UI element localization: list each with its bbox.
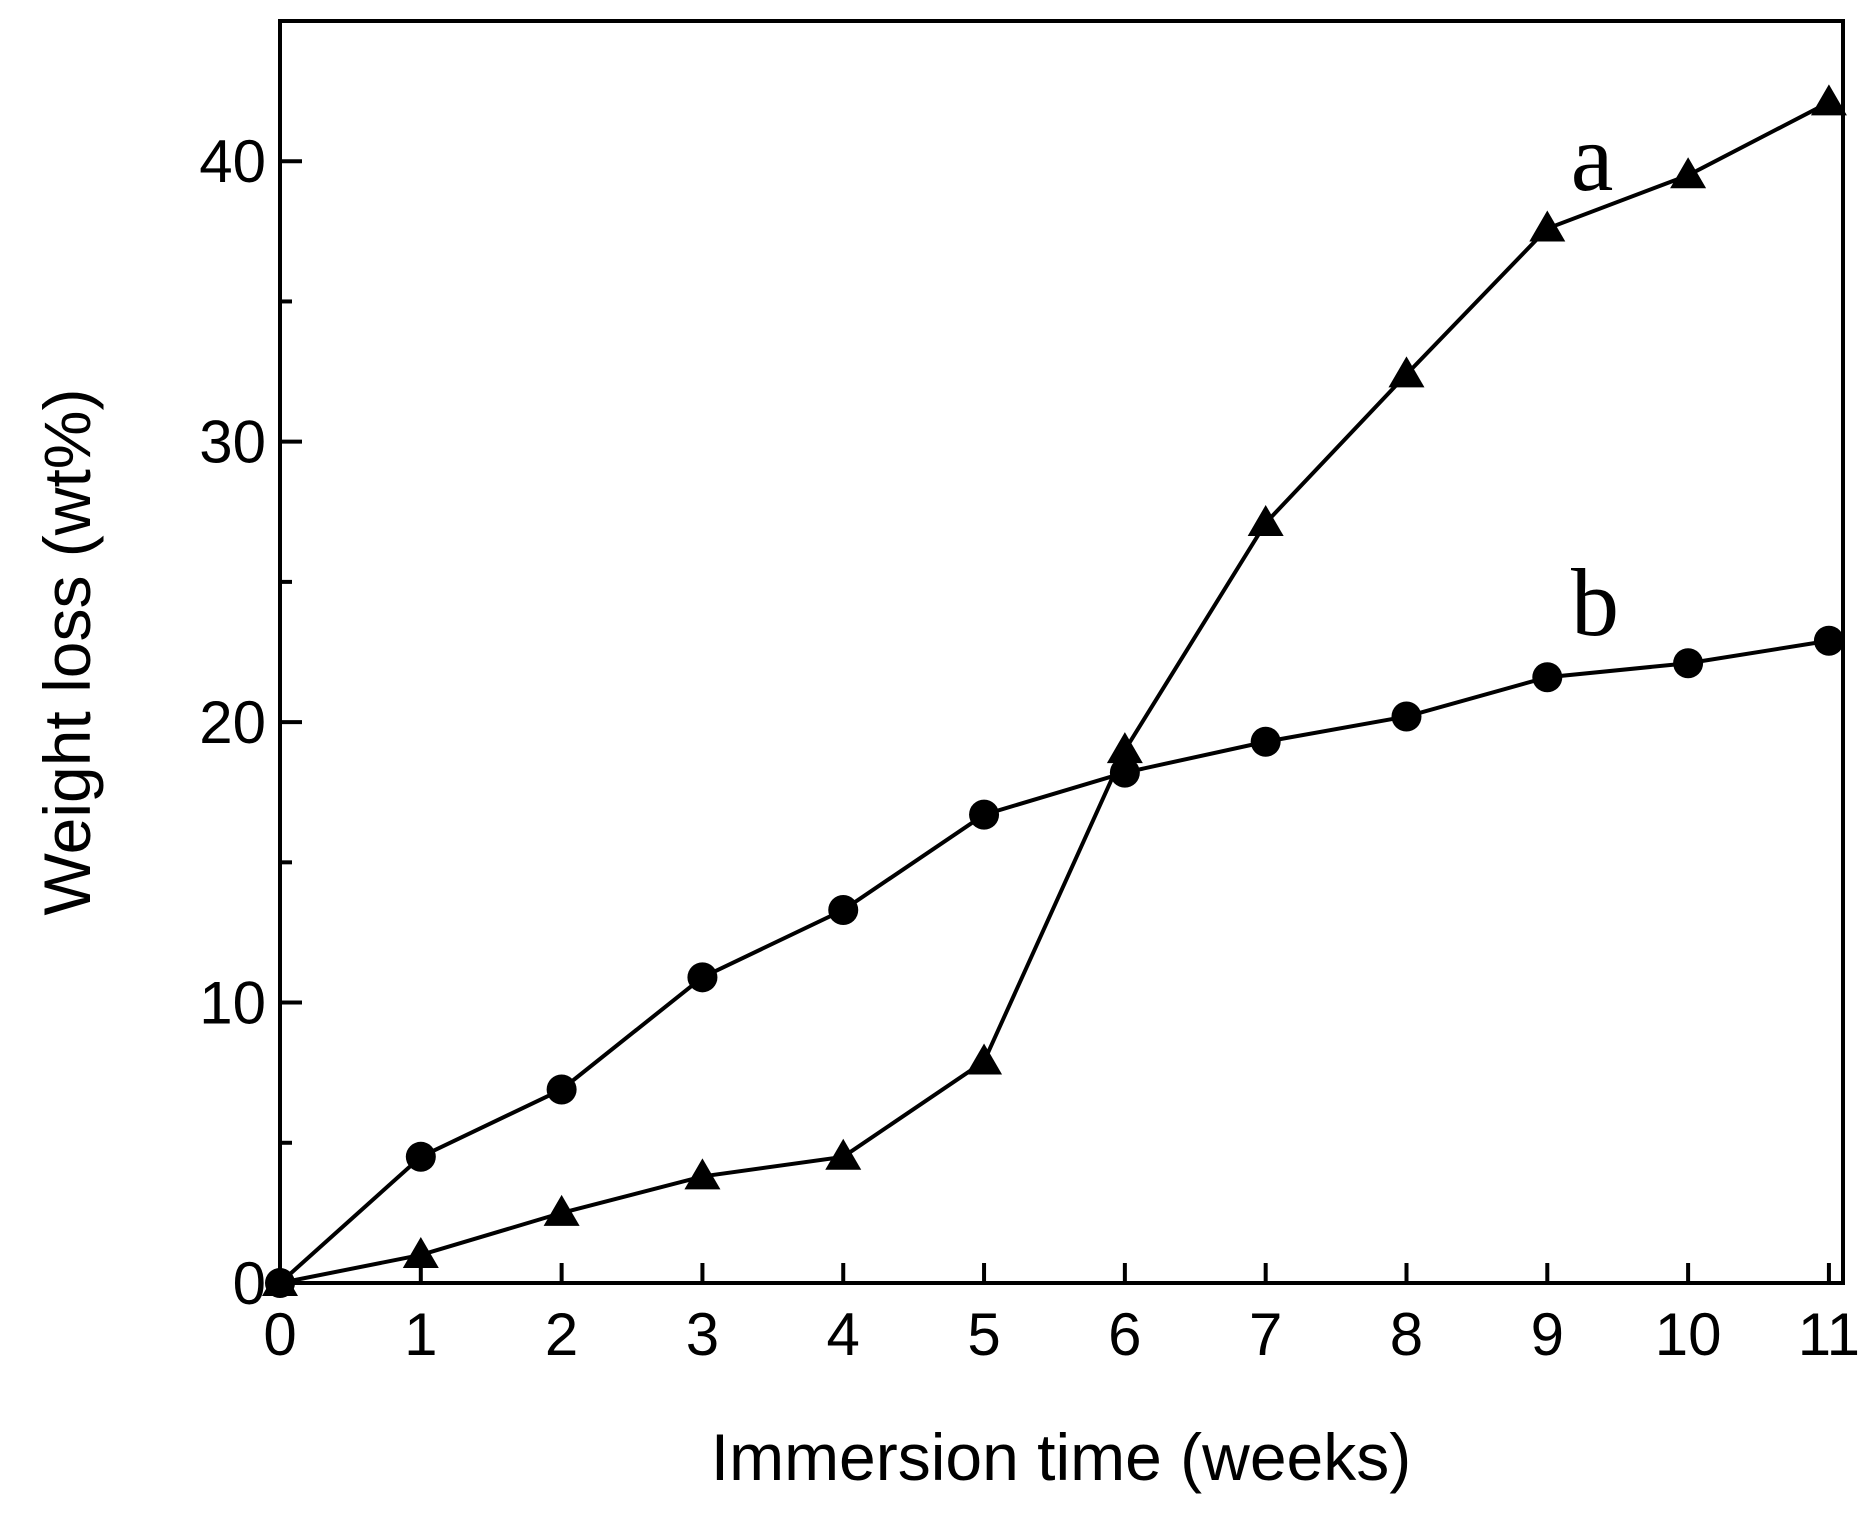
data-point	[1532, 662, 1563, 693]
series-line	[278, 638, 1830, 1285]
data-point	[1529, 210, 1566, 242]
x-tick-label: 0	[263, 1301, 296, 1368]
data-point	[543, 1194, 580, 1226]
x-axis-title: Immersion time (weeks)	[711, 1420, 1411, 1494]
x-tick-label: 2	[545, 1301, 578, 1368]
x-tick-label: 8	[1390, 1301, 1423, 1368]
series-label: a	[1571, 104, 1614, 211]
x-tick-label: 5	[967, 1301, 1000, 1368]
x-tick-label: 7	[1249, 1301, 1282, 1368]
y-tick-label: 20	[199, 689, 266, 756]
data-point	[265, 1268, 295, 1298]
data-point	[1391, 701, 1422, 732]
plot-frame	[278, 19, 1845, 1285]
x-tick-label: 11	[1798, 1301, 1858, 1368]
x-tick-label: 1	[404, 1301, 437, 1368]
y-tick-label: 0	[233, 1250, 266, 1317]
x-tick-label: 6	[1108, 1301, 1141, 1368]
x-tick-label: 10	[1655, 1301, 1722, 1368]
data-point	[825, 1138, 862, 1170]
y-tick-label: 10	[199, 970, 266, 1037]
data-point	[966, 1043, 1003, 1075]
data-point	[1670, 157, 1707, 189]
data-point	[1109, 757, 1140, 788]
data-point	[969, 799, 1000, 830]
x-tick-label: 3	[686, 1301, 719, 1368]
data-point	[1388, 356, 1425, 388]
data-point	[1106, 732, 1143, 764]
data-point	[1810, 84, 1847, 116]
series-label: b	[1571, 549, 1619, 656]
y-axis-title: Weight loss (wt%)	[30, 389, 104, 916]
data-point	[687, 962, 718, 993]
data-point	[1673, 648, 1704, 679]
series-line	[279, 100, 1830, 1285]
x-tick-label: 4	[827, 1301, 860, 1368]
x-tick-label: 9	[1531, 1301, 1564, 1368]
data-point	[1813, 625, 1844, 656]
data-point	[1250, 726, 1281, 757]
data-point	[1247, 504, 1284, 536]
data-point	[402, 1236, 439, 1268]
data-point	[405, 1141, 436, 1172]
y-tick-label: 40	[199, 128, 266, 195]
data-point	[684, 1158, 721, 1190]
y-tick-label: 30	[199, 409, 266, 476]
data-point	[828, 895, 859, 926]
data-point	[546, 1074, 577, 1105]
